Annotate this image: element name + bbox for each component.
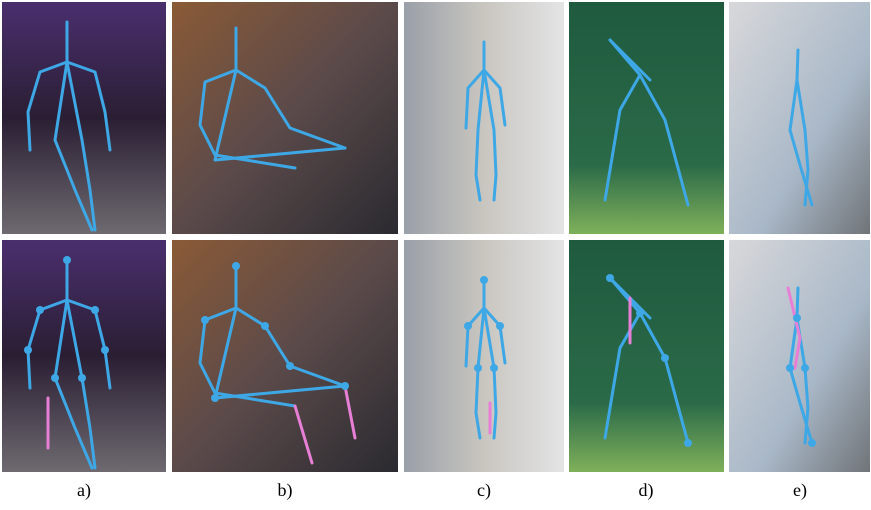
figure: a) b) c) d) e) [0, 0, 871, 510]
caption: a) [77, 480, 91, 501]
caption: d) [639, 480, 654, 501]
caption: e) [793, 480, 807, 501]
caption: b) [278, 480, 293, 501]
photo-panels [2, 2, 870, 472]
caption: c) [477, 480, 491, 501]
